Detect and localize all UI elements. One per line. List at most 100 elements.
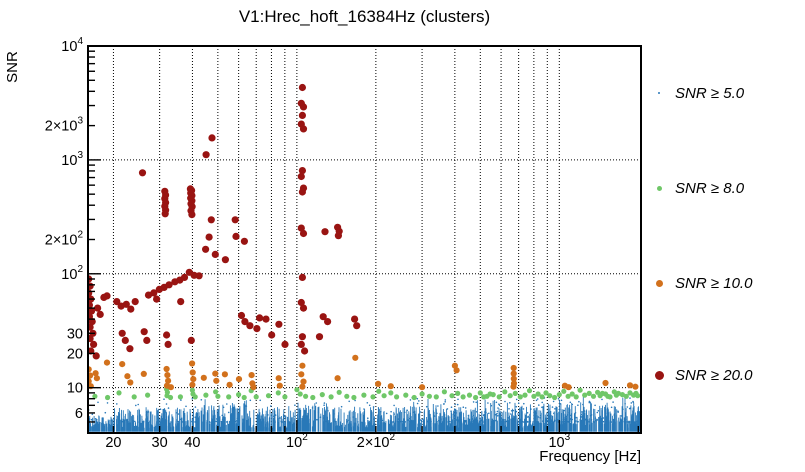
data-point [253, 394, 259, 400]
data-point [177, 298, 185, 306]
data-point [328, 394, 334, 400]
data-point [105, 394, 111, 401]
data-point [433, 394, 439, 400]
data-point [232, 232, 240, 240]
data-point [231, 216, 239, 224]
data-point [127, 379, 134, 386]
data-point [226, 381, 233, 388]
data-point [116, 390, 122, 396]
data-point [92, 393, 98, 399]
data-point [250, 384, 257, 391]
series-points-1 [92, 386, 641, 401]
data-point [299, 103, 308, 111]
legend-item-snr8: SNR ≥ 8.0 [652, 178, 744, 198]
data-point [122, 300, 130, 308]
data-point [212, 370, 219, 377]
data-point [275, 375, 282, 382]
data-point [547, 393, 553, 399]
data-point [607, 394, 613, 400]
data-point [281, 340, 289, 348]
legend-marker-cell [652, 185, 666, 191]
data-point [211, 250, 219, 258]
data-point [165, 377, 172, 384]
data-point [321, 228, 329, 236]
data-point [361, 392, 367, 398]
data-point [299, 304, 308, 312]
data-point [531, 393, 537, 399]
data-point [419, 391, 425, 397]
y-tick-label: 104 [61, 36, 83, 55]
data-point [298, 111, 306, 119]
data-point [276, 382, 283, 389]
data-point [299, 125, 308, 133]
x-tick-label: 40 [184, 435, 200, 451]
data-point [315, 333, 324, 341]
data-point [370, 394, 376, 400]
data-point [103, 359, 111, 366]
data-point [507, 393, 513, 399]
data-point [352, 354, 359, 361]
data-point [150, 289, 158, 297]
data-point [319, 392, 325, 398]
plot-frame [87, 45, 642, 434]
data-point [517, 394, 523, 400]
data-point [301, 347, 309, 355]
y-tick-label: 103 [61, 150, 83, 169]
data-point [455, 390, 461, 396]
data-point [200, 374, 207, 381]
data-point [376, 388, 382, 394]
data-point [582, 392, 588, 398]
data-point [205, 233, 213, 241]
series-points-3 [88, 83, 361, 360]
data-point [253, 325, 261, 333]
legend-label-snr20: SNR ≥ 20.0 [675, 366, 753, 384]
data-point [88, 323, 94, 331]
y-tick-label: 30 [67, 326, 83, 342]
x-tick-label: 102 [286, 432, 308, 451]
data-point [118, 329, 126, 337]
data-point [90, 340, 98, 348]
data-point [167, 394, 174, 401]
data-point [124, 373, 131, 380]
data-point [353, 322, 361, 330]
snr5-marker-icon [658, 92, 660, 94]
data-point [619, 392, 626, 398]
data-point [590, 393, 597, 399]
y-tick-label: 10 [67, 381, 83, 397]
data-point [324, 318, 332, 326]
data-point [163, 331, 171, 339]
data-point [565, 384, 572, 391]
data-point [202, 151, 210, 159]
data-point [180, 273, 189, 281]
data-point [163, 365, 170, 373]
data-point [510, 370, 517, 377]
legend-item-snr5: SNR ≥ 5.0 [652, 83, 744, 103]
data-point [140, 328, 148, 336]
data-point [237, 311, 246, 320]
data-point [403, 392, 409, 398]
data-point [586, 390, 592, 396]
data-point [411, 394, 417, 401]
data-point [121, 336, 129, 344]
legend-item-snr10: SNR ≥ 10.0 [652, 273, 752, 293]
data-point [626, 382, 634, 389]
data-point [246, 322, 254, 330]
data-point [319, 313, 327, 321]
data-point [195, 272, 203, 280]
data-point [241, 394, 247, 401]
data-point [297, 298, 305, 307]
data-point [577, 387, 583, 393]
data-point [569, 391, 575, 397]
data-point [298, 333, 306, 341]
data-point [334, 232, 342, 240]
data-point [298, 167, 306, 175]
data-point [298, 83, 306, 92]
data-point [460, 394, 466, 400]
data-point [126, 345, 134, 353]
snr10-marker-icon [655, 279, 663, 287]
y-tick-label: 20 [67, 346, 83, 362]
series-points-2 [88, 354, 639, 391]
data-point [510, 364, 517, 372]
data-point [131, 298, 139, 306]
axis-ticks [88, 45, 639, 433]
